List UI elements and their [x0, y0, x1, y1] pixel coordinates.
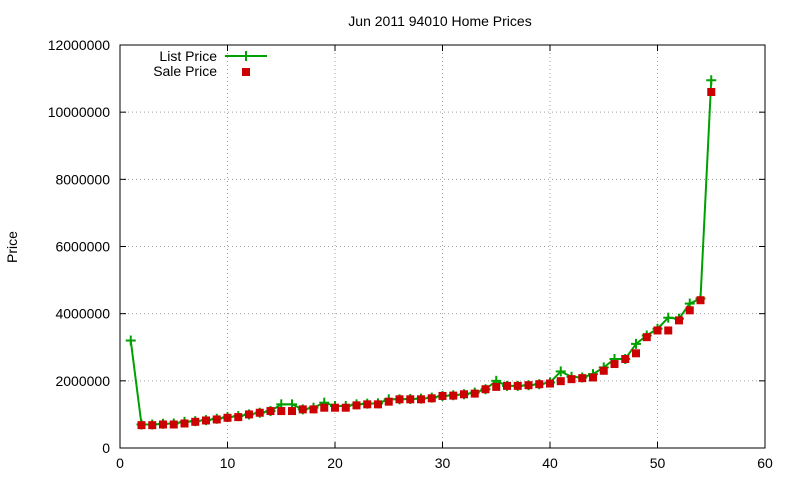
x-tick-label: 30: [435, 455, 451, 471]
sale-price-point: [546, 379, 554, 388]
x-tick-label: 10: [220, 455, 236, 471]
x-tick-label: 50: [650, 455, 666, 471]
sale-price-point: [180, 419, 189, 428]
list-price-point: [706, 75, 717, 86]
sale-price-point: [642, 333, 651, 342]
x-tick-label: 20: [327, 455, 343, 471]
sale-price-point: [696, 296, 705, 305]
sale-price-point: [599, 366, 608, 375]
sale-price-point: [406, 395, 415, 404]
sale-price-point: [556, 377, 565, 386]
y-tick-label: 10000000: [48, 104, 111, 120]
x-axis: 0 10 20 30 40 50 60: [116, 45, 773, 471]
sale-price-point: [363, 400, 372, 409]
legend: List Price Sale Price: [153, 48, 267, 79]
sale-price-point: [417, 395, 425, 404]
legend-label-sale-price: Sale Price: [153, 63, 217, 79]
sale-price-point: [513, 381, 522, 390]
legend-marker-list-price: [241, 51, 251, 61]
sale-price-point: [632, 349, 640, 358]
sale-price-point: [341, 403, 350, 412]
y-tick-label: 6000000: [55, 239, 110, 255]
sale-price-point: [277, 407, 286, 416]
y-axis: 0 2000000 4000000 6000000 8000000 10000000 120…: [48, 37, 765, 456]
sale-price-point: [438, 391, 447, 400]
sale-price-point: [202, 416, 210, 425]
sale-price-point: [148, 421, 157, 430]
sale-price-point: [610, 360, 619, 369]
list-price-point: [631, 338, 641, 349]
list-price-point: [663, 312, 674, 323]
sale-price-point: [395, 395, 404, 404]
sale-price-point: [535, 380, 544, 389]
y-tick-label: 8000000: [55, 171, 110, 187]
sale-price-point: [621, 355, 630, 364]
y-tick-label: 2000000: [55, 373, 110, 389]
sale-price-point: [266, 407, 275, 416]
sale-price-point: [707, 88, 716, 97]
sale-price-point: [320, 403, 329, 412]
x-tick-label: 60: [757, 455, 773, 471]
sale-price-point: [578, 374, 587, 383]
sale-price-point: [503, 381, 511, 390]
sale-price-point: [460, 390, 468, 399]
sale-price-point: [245, 410, 253, 419]
sale-price-point: [384, 397, 393, 406]
sale-price-point: [288, 407, 296, 416]
x-tick-label: 0: [116, 455, 124, 471]
sale-price-point: [427, 394, 436, 403]
sale-price-point: [298, 405, 307, 414]
chart-title: Jun 2011 94010 Home Prices: [348, 13, 531, 29]
list-price-line: [129, 80, 713, 426]
y-tick-label: 4000000: [55, 306, 110, 322]
y-axis-label: Price: [4, 231, 20, 263]
sale-price-point: [331, 403, 339, 412]
sale-price-point: [234, 413, 243, 422]
series-sale-price: [137, 88, 716, 430]
sale-price-point: [524, 381, 533, 390]
list-price-point: [555, 366, 566, 377]
legend-marker-sale-price: [242, 68, 250, 76]
sale-price-point: [374, 400, 382, 409]
sale-price-point: [653, 326, 662, 335]
sale-price-point: [567, 375, 576, 384]
sale-price-point: [352, 401, 361, 410]
list-price-point: [125, 335, 136, 346]
legend-label-list-price: List Price: [159, 48, 217, 64]
sale-price-point: [212, 415, 221, 424]
sale-price-point: [470, 389, 479, 398]
sale-price-point: [137, 421, 146, 430]
sale-price-point: [159, 420, 167, 429]
sale-price-point: [255, 408, 264, 417]
sale-price-point: [191, 417, 200, 426]
sale-price-point: [685, 306, 694, 315]
series-list-price: [125, 75, 717, 430]
sale-price-point: [589, 373, 597, 382]
y-tick-label: 0: [102, 440, 110, 456]
sale-price-point: [223, 413, 232, 422]
y-tick-label: 12000000: [48, 37, 111, 53]
sale-price-point: [481, 385, 490, 394]
sale-price-point: [309, 405, 318, 414]
sale-price-point: [169, 420, 178, 429]
sale-price-point: [675, 316, 683, 325]
grid-lines: [120, 45, 765, 448]
sale-price-point: [449, 391, 458, 400]
x-tick-label: 40: [542, 455, 558, 471]
sale-price-point: [664, 326, 673, 335]
sale-price-point: [492, 382, 501, 391]
